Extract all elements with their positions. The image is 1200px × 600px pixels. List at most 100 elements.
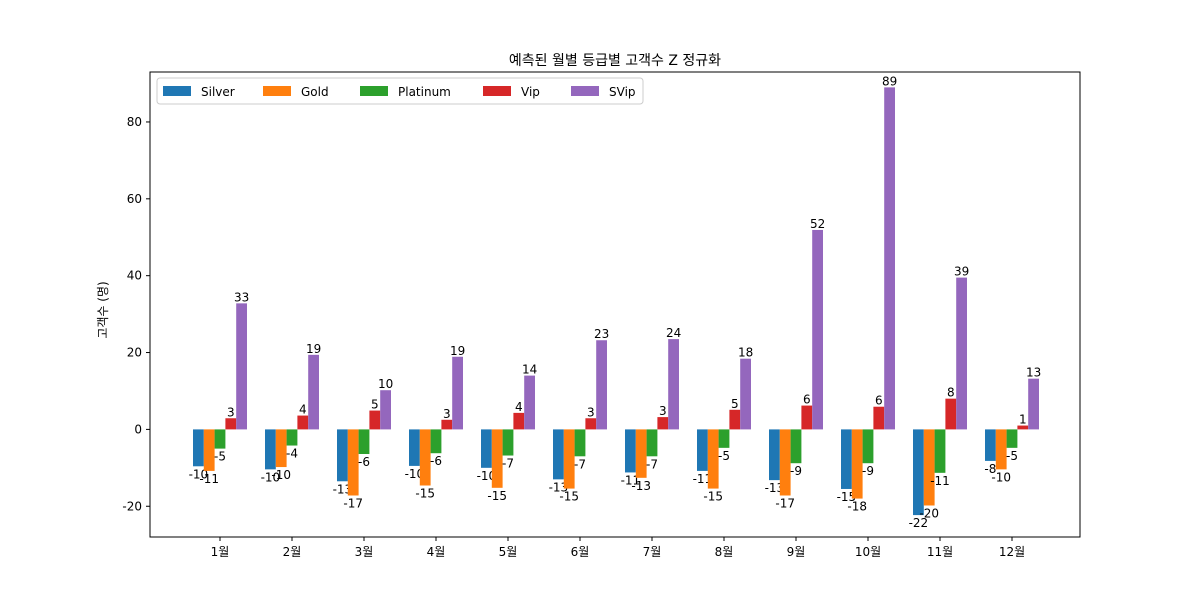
bar-silver <box>553 429 564 480</box>
bar-platinum <box>646 429 658 457</box>
data-label: -8 <box>984 462 996 476</box>
data-label: -10 <box>405 467 425 481</box>
data-label: -13 <box>333 482 353 496</box>
data-label: -11 <box>693 472 713 486</box>
x-tick-label: 11월 <box>927 545 953 559</box>
plot-frame <box>149 71 1081 538</box>
bar-gold <box>851 429 863 499</box>
data-label: 6 <box>803 393 811 407</box>
x-tick-label: 2월 <box>283 545 302 559</box>
bar-svip <box>452 356 463 430</box>
y-tick-label: 60 <box>127 192 142 206</box>
x-tick-label: 6월 <box>571 545 590 559</box>
bar-vip <box>1017 425 1029 430</box>
y-tick-label: 80 <box>127 115 142 129</box>
data-label: -11 <box>199 472 219 486</box>
legend-label-svip: SVip <box>609 85 636 99</box>
x-tick-label: 8월 <box>715 545 734 559</box>
bar-vip <box>369 410 381 430</box>
x-tick-label: 1월 <box>211 545 230 559</box>
bar-svip <box>956 277 967 430</box>
data-label: -13 <box>549 480 569 494</box>
legend-swatch-vip <box>483 86 511 96</box>
data-label: -5 <box>718 449 730 463</box>
y-tick-label: 40 <box>127 269 142 283</box>
data-label: 19 <box>450 344 465 358</box>
data-label: -9 <box>862 464 874 478</box>
bar-platinum <box>286 429 298 446</box>
data-label: -20 <box>919 506 939 520</box>
bar-platinum <box>214 429 226 449</box>
bar-platinum <box>358 429 370 454</box>
data-label: 39 <box>954 265 969 279</box>
x-tick-label: 3월 <box>355 545 374 559</box>
data-label: -9 <box>790 464 802 478</box>
bar-silver <box>769 429 780 481</box>
x-tick-label: 4월 <box>427 545 446 559</box>
bar-platinum <box>862 429 874 464</box>
bar-gold <box>635 429 647 478</box>
data-label: -10 <box>477 469 497 483</box>
y-tick-label: -20 <box>122 499 142 513</box>
bar-platinum <box>1006 429 1018 448</box>
bar-platinum <box>430 429 442 454</box>
bar-silver <box>841 429 852 489</box>
data-label: -22 <box>909 516 929 530</box>
x-tick-label: 7월 <box>643 545 662 559</box>
data-label: 8 <box>947 386 955 400</box>
bar-vip <box>225 418 237 430</box>
data-label: -17 <box>775 496 795 510</box>
bar-gold <box>779 429 791 496</box>
bar-silver <box>985 429 996 461</box>
data-label: -18 <box>847 500 867 514</box>
bar-svip <box>668 339 679 430</box>
bar-silver <box>193 429 204 467</box>
bar-svip <box>1028 378 1039 430</box>
bar-gold <box>347 429 359 496</box>
data-label: 89 <box>882 74 897 88</box>
data-label: 4 <box>515 400 523 414</box>
data-label: 6 <box>875 394 883 408</box>
data-label: -15 <box>415 487 435 501</box>
y-tick-label: 20 <box>127 346 142 360</box>
bar-gold <box>419 429 431 486</box>
bar-vip <box>657 417 669 430</box>
data-label: -7 <box>502 457 514 471</box>
bar-vip <box>585 418 597 430</box>
data-label: -4 <box>286 447 298 461</box>
data-label: -10 <box>261 470 281 484</box>
bar-svip <box>236 303 247 430</box>
data-label: -13 <box>765 481 785 495</box>
bar-platinum <box>934 429 946 473</box>
bar-vip <box>441 419 453 430</box>
bar-platinum <box>790 429 802 464</box>
y-axis-label: 고객수 (명) <box>96 281 110 338</box>
data-label: 3 <box>443 407 451 421</box>
data-label: 24 <box>666 326 681 340</box>
bar-svip <box>596 340 607 430</box>
bar-platinum <box>718 429 730 448</box>
bar-gold <box>491 429 503 488</box>
bar-gold <box>707 429 719 489</box>
bar-svip <box>380 390 391 430</box>
data-label: 10 <box>378 377 393 391</box>
x-tick-label: 5월 <box>499 545 518 559</box>
legend-swatch-svip <box>571 86 599 96</box>
bar-silver <box>337 429 348 482</box>
data-label: 13 <box>1026 366 1041 380</box>
legend-label-gold: Gold <box>301 85 329 99</box>
legend-swatch-platinum <box>360 86 388 96</box>
data-label: -7 <box>574 457 586 471</box>
data-label: 18 <box>738 346 753 360</box>
bar-vip <box>945 398 957 430</box>
bar-silver <box>409 429 420 466</box>
data-label: -15 <box>559 490 579 504</box>
data-label: 52 <box>810 217 825 231</box>
data-label: 5 <box>731 397 739 411</box>
legend-swatch-gold <box>263 86 291 96</box>
bar-silver <box>625 429 636 473</box>
data-label: -17 <box>343 496 363 510</box>
legend-swatch-silver <box>163 86 191 96</box>
bar-gold <box>923 429 935 506</box>
